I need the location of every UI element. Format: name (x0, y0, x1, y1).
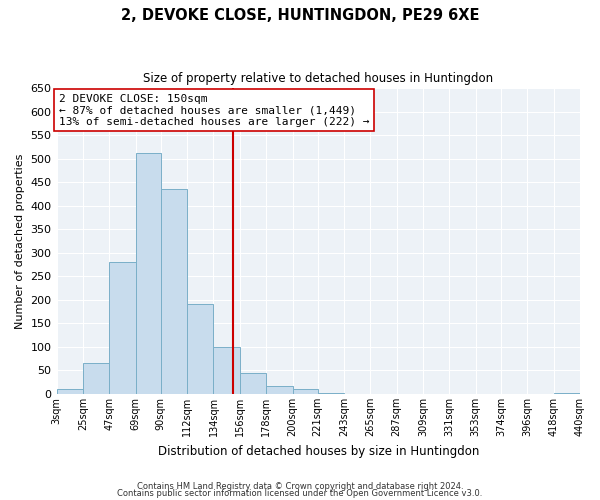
Bar (266, 386, 293, 394)
Bar (109, 262, 136, 394)
Bar (56, 390, 83, 394)
Bar (554, 393, 580, 394)
Bar (293, 390, 317, 394)
Bar (214, 347, 240, 394)
Text: 2 DEVOKE CLOSE: 150sqm
← 87% of detached houses are smaller (1,449)
13% of semi-: 2 DEVOKE CLOSE: 150sqm ← 87% of detached… (59, 94, 370, 127)
Bar (187, 304, 214, 394)
Bar (161, 190, 187, 394)
Bar (240, 373, 266, 394)
Text: 2, DEVOKE CLOSE, HUNTINGDON, PE29 6XE: 2, DEVOKE CLOSE, HUNTINGDON, PE29 6XE (121, 8, 479, 22)
Y-axis label: Number of detached properties: Number of detached properties (15, 154, 25, 328)
Title: Size of property relative to detached houses in Huntingdon: Size of property relative to detached ho… (143, 72, 493, 86)
Bar (317, 392, 344, 394)
Text: Contains HM Land Registry data © Crown copyright and database right 2024.: Contains HM Land Registry data © Crown c… (137, 482, 463, 491)
Bar (83, 364, 109, 394)
Text: Contains public sector information licensed under the Open Government Licence v3: Contains public sector information licen… (118, 488, 482, 498)
Bar (136, 152, 161, 394)
X-axis label: Distribution of detached houses by size in Huntingdon: Distribution of detached houses by size … (158, 444, 479, 458)
